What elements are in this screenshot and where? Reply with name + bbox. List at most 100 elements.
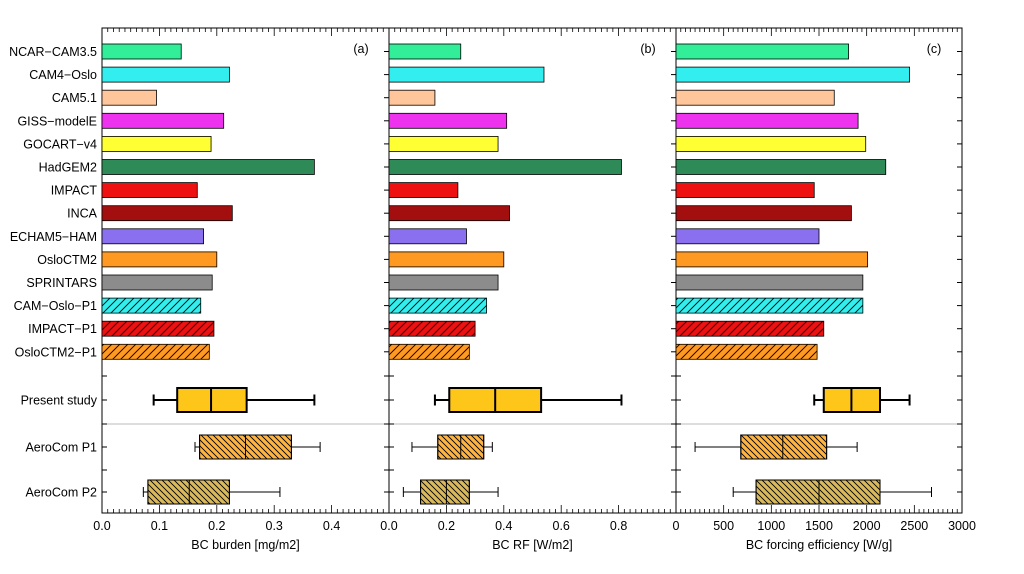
x-tick-label: 0.0 <box>93 519 110 533</box>
row-label: GISS−modelE <box>17 114 97 128</box>
x-tick-label: 500 <box>713 519 734 533</box>
bar <box>101 66 230 83</box>
x-axis-label: BC forcing efficiency [W/g] <box>746 538 892 552</box>
x-axis-label: BC RF [W/m2] <box>492 538 573 552</box>
row-labels: NCAR−CAM3.5 CAM4−Oslo CAM5.1 GISS−modelE GOC… <box>9 45 98 500</box>
x-axis-label: BC burden [mg/m2] <box>191 538 299 552</box>
bar <box>101 112 225 129</box>
bar-hatch <box>676 298 863 314</box>
box-plot <box>194 434 321 460</box>
bar <box>388 274 499 291</box>
bar <box>675 112 859 129</box>
x-tick-label: 0 <box>673 519 680 533</box>
x-tick-label: 1000 <box>757 519 785 533</box>
bar-hatch <box>389 344 470 360</box>
bar-hatch <box>676 321 824 337</box>
panel-c: 0 500 1000 1500 2000 2500 3000 BC forcing effic… <box>673 27 976 552</box>
bar <box>388 43 462 60</box>
x-tick-label: 0.2 <box>208 519 225 533</box>
x-tick-label: 0.4 <box>323 519 340 533</box>
box-hatch <box>420 479 470 505</box>
bar <box>101 43 182 60</box>
bar <box>388 66 545 83</box>
box-row-label: AeroCom P1 <box>25 441 97 455</box>
x-tick-label: 2500 <box>900 519 928 533</box>
x-tick-label: 0.8 <box>610 519 627 533</box>
x-tick-label: 0.3 <box>266 519 283 533</box>
box-plot <box>402 479 499 505</box>
x-tick-label: 0.1 <box>151 519 168 533</box>
bar-hatch <box>676 344 818 360</box>
row-label: INCA <box>67 207 98 221</box>
bar <box>101 135 212 152</box>
x-tick-label: 0.2 <box>438 519 455 533</box>
x-tick-label: 1500 <box>805 519 833 533</box>
panel-label: (a) <box>353 42 368 56</box>
box-hatch <box>740 434 828 460</box>
panel-label: (c) <box>927 42 942 56</box>
box-plot <box>411 434 493 460</box>
bar <box>101 182 198 199</box>
box-plot <box>433 387 623 413</box>
x-tick-label: 3000 <box>948 519 976 533</box>
bar <box>388 251 505 268</box>
x-tick-label: 0.6 <box>553 519 570 533</box>
row-label: CAM4−Oslo <box>29 68 97 82</box>
row-label: ECHAM5−HAM <box>10 230 97 244</box>
x-tick-label: 2000 <box>853 519 881 533</box>
row-label: GOCART−v4 <box>23 137 97 151</box>
bar <box>101 159 315 175</box>
box-plot <box>813 387 911 413</box>
box-hatch <box>147 479 230 505</box>
bar <box>101 228 204 245</box>
bar <box>675 135 867 152</box>
row-label: CAM−Oslo−P1 <box>14 299 97 313</box>
row-label: CAM5.1 <box>52 91 97 105</box>
row-label: OsloCTM2 <box>37 253 97 267</box>
box-plot <box>142 479 281 505</box>
row-label: OsloCTM2−P1 <box>15 345 97 359</box>
bar <box>388 205 510 222</box>
bar <box>388 112 508 129</box>
bar <box>388 182 459 199</box>
bar <box>675 182 815 199</box>
bar <box>101 274 213 291</box>
bar-hatch <box>102 321 214 337</box>
panel-b: 0.0 0.2 0.4 0.6 0.8 BC RF [W/m2] (b) <box>380 27 677 552</box>
bar <box>675 274 864 291</box>
box-row-label: AeroCom P2 <box>25 486 97 500</box>
box-hatch <box>755 479 881 505</box>
bar <box>675 205 852 222</box>
bar <box>388 228 467 245</box>
row-label: IMPACT <box>51 184 98 198</box>
bar <box>101 205 233 222</box>
bar <box>675 43 849 60</box>
bar <box>675 89 835 106</box>
bar <box>675 251 869 268</box>
panel-a: 0.0 0.1 0.2 0.3 0.4 BC burden [mg/m2] (a) <box>93 27 390 552</box>
box-plot <box>694 434 858 460</box>
bar <box>388 159 622 175</box>
box-plot <box>152 387 316 413</box>
bar <box>675 228 820 245</box>
x-tick-label: 0.4 <box>495 519 512 533</box>
bar <box>101 89 157 106</box>
panel-label: (b) <box>640 42 655 56</box>
row-label: IMPACT−P1 <box>28 322 97 336</box>
box-row-label: Present study <box>21 394 98 408</box>
row-label: HadGEM2 <box>39 161 97 175</box>
bar-hatch <box>389 321 476 337</box>
row-label: NCAR−CAM3.5 <box>9 45 97 59</box>
bar <box>675 66 910 83</box>
bar <box>101 251 218 268</box>
bar-hatch <box>389 298 487 314</box>
bar <box>675 159 887 175</box>
x-tick-label: 0.0 <box>380 519 397 533</box>
bar <box>388 89 436 106</box>
row-label: SPRINTARS <box>26 276 97 290</box>
bar-hatch <box>102 344 210 360</box>
bar-hatch <box>102 298 201 314</box>
box-plot <box>732 479 932 505</box>
bar <box>388 135 499 152</box>
